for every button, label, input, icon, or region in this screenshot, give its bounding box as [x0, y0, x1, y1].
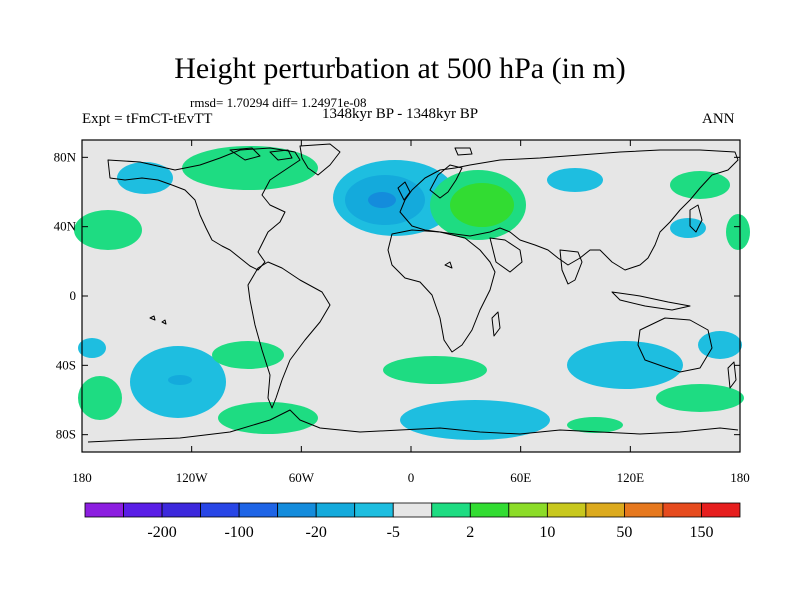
coastline-small-islands	[149, 261, 453, 325]
field-south-pacific-west-negative	[78, 338, 106, 358]
coastlines	[87, 143, 739, 443]
colorbar	[84, 502, 741, 518]
field-south-atlantic-positive	[383, 356, 487, 384]
lat-label: 40N	[54, 219, 77, 234]
coastline-greenland	[299, 143, 341, 176]
colorbar-labels: -200 -100 -20 -5 2 10 50 150	[147, 524, 713, 541]
coastline-eurasia	[399, 149, 739, 271]
coastline-south-america	[247, 261, 331, 409]
season-label: ANN	[702, 111, 735, 127]
coastline-north-america	[107, 147, 301, 271]
lon-label: 120W	[176, 470, 209, 485]
field-europe-positive-core	[450, 183, 514, 227]
field-west-pacific-negative	[670, 218, 706, 238]
lon-label: 60W	[289, 470, 315, 485]
coastline-scandinavia	[429, 164, 463, 199]
colorbar-label: -100	[224, 524, 253, 541]
colorbar-label: 50	[616, 524, 632, 541]
lon-label: 180	[730, 470, 750, 485]
colorbar-swatch	[277, 502, 317, 518]
field-north-atlantic-negative-center	[368, 192, 396, 208]
experiment-label: Expt = tFmCT-tEvTT	[82, 111, 213, 127]
field-southeast-pacific-positive	[212, 341, 284, 369]
coastline-arabia	[489, 237, 523, 273]
lat-label: 80S	[56, 427, 76, 442]
colorbar-swatch	[84, 502, 124, 518]
lon-label: 0	[408, 470, 415, 485]
field-drake-positive	[218, 402, 318, 434]
lon-label: 120E	[617, 470, 645, 485]
period-label: 1348kyr BP - 1348kyr BP	[322, 106, 479, 122]
field-east-edge-positive	[726, 214, 750, 250]
coastline-british-isles	[397, 181, 411, 201]
field-south-pacific-negative-core	[168, 375, 192, 385]
field-indian-ocean-negative	[567, 341, 683, 389]
colorbar-swatch	[238, 502, 279, 518]
coastline-new-zealand	[727, 361, 737, 389]
field-antarctic-positive	[567, 417, 623, 433]
coastline-japan	[689, 204, 703, 233]
colorbar-swatch	[200, 502, 240, 518]
longitude-labels: 180 120W 60W 0 60E 120E 180	[72, 470, 750, 485]
coastline-arctic-islands	[229, 147, 473, 161]
colorbar-swatch	[354, 502, 394, 518]
lat-label: 0	[70, 288, 77, 303]
field-tasman-negative	[698, 331, 742, 359]
lon-label: 60E	[510, 470, 531, 485]
colorbar-label: -200	[147, 524, 176, 541]
latitude-labels: 80N 40N 0 40S 80S	[54, 149, 77, 441]
colorbar-swatch	[585, 502, 625, 518]
colorbar-swatch	[546, 502, 587, 518]
colorbar-swatch	[508, 502, 548, 518]
field-northwest-positive	[74, 210, 142, 250]
lat-label: 40S	[56, 357, 76, 372]
lat-label: 80N	[54, 149, 77, 164]
field-east-asia-positive	[670, 171, 730, 199]
field-southern-ocean-negative	[400, 400, 550, 440]
lon-label: 180	[72, 470, 92, 485]
colorbar-label: -20	[306, 524, 327, 541]
coastline-madagascar	[491, 311, 501, 337]
rmsd-diff-stats: rmsd= 1.70294 diff= 1.24971e-08	[190, 95, 367, 110]
colorbar-swatch	[123, 502, 163, 518]
colorbar-swatch	[662, 502, 702, 518]
colorbar-swatch	[431, 502, 471, 518]
colorbar-swatch	[469, 502, 510, 518]
colorbar-label: 2	[466, 524, 474, 541]
field-south-pacific-positive	[78, 376, 122, 420]
coastline-africa	[387, 229, 496, 353]
coastline-indonesia	[611, 291, 691, 311]
colorbar-label: 150	[689, 524, 713, 541]
coastline-india	[559, 249, 583, 285]
colorbar-swatch	[701, 502, 741, 518]
coastline-antarctica	[87, 409, 739, 443]
colorbar-swatch	[392, 502, 433, 518]
colorbar-swatch	[161, 502, 201, 518]
colorbar-swatch	[624, 502, 664, 518]
field-asia-negative	[547, 168, 603, 192]
tick-marks	[81, 140, 741, 452]
colorbar-label: -5	[387, 524, 400, 541]
colorbar-swatch	[315, 502, 356, 518]
coastline-australia	[637, 317, 713, 373]
chart-title: Height perturbation at 500 hPa (in m)	[174, 52, 626, 85]
field-south-pacific-east-positive	[656, 384, 744, 412]
field-canada-positive	[182, 146, 318, 190]
colorbar-label: 10	[539, 524, 555, 541]
